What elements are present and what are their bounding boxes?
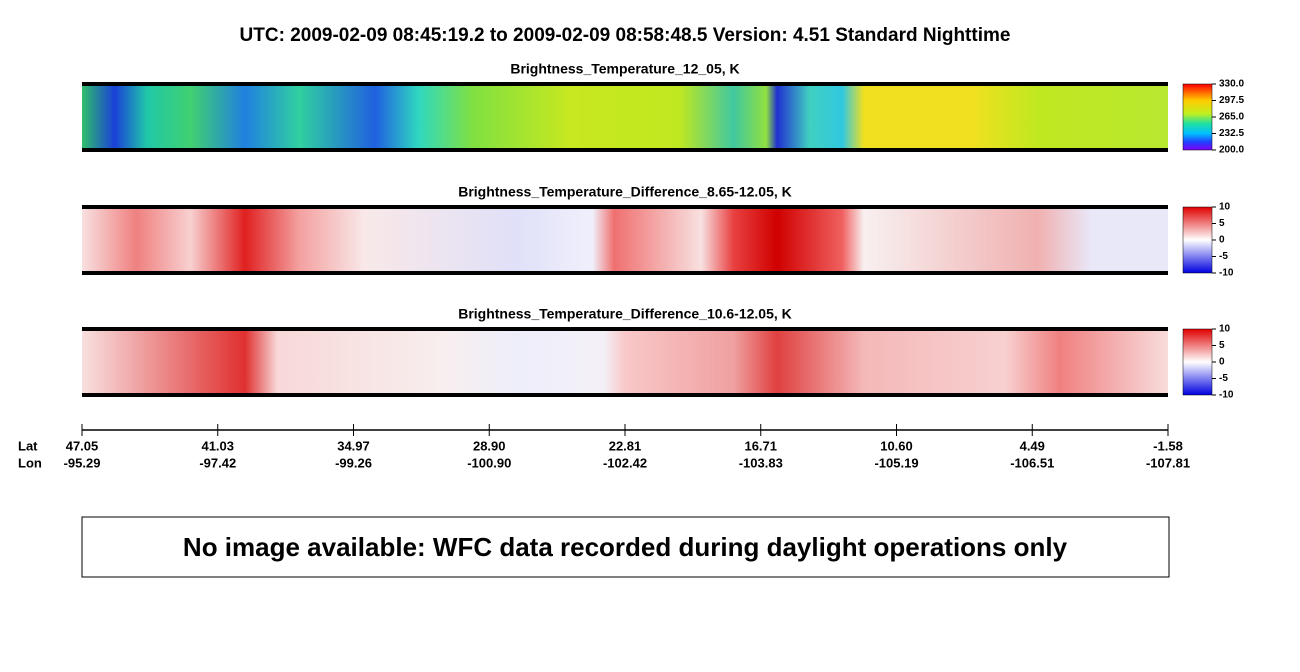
colorbar-label: 0 bbox=[1219, 235, 1225, 246]
panel-edge-bottom bbox=[82, 148, 1168, 152]
panel-title: Brightness_Temperature_Difference_10.6-1… bbox=[458, 306, 792, 322]
lon-tick: -105.19 bbox=[874, 455, 918, 470]
colorbar-label: 297.5 bbox=[1219, 95, 1244, 106]
panel-edge-bottom bbox=[82, 271, 1168, 275]
lat-tick: 28.90 bbox=[473, 438, 506, 453]
colorbar-label: 10 bbox=[1219, 324, 1231, 335]
notice-box bbox=[81, 516, 1170, 578]
lat-tick: 22.81 bbox=[609, 438, 642, 453]
lon-tick: -99.26 bbox=[335, 455, 372, 470]
colorbar-label: 232.5 bbox=[1219, 128, 1244, 139]
colorbar-label: 330.0 bbox=[1219, 79, 1244, 90]
lon-tick: -97.42 bbox=[199, 455, 236, 470]
panel-edge-top bbox=[82, 82, 1168, 86]
lat-tick: 34.97 bbox=[337, 438, 370, 453]
panel-edge-bottom bbox=[82, 393, 1168, 397]
notice: No image available: WFC data recorded du… bbox=[183, 532, 1068, 562]
lon-tick: -107.81 bbox=[1146, 455, 1190, 470]
lat-tick: 47.05 bbox=[66, 438, 99, 453]
colorbar-label: 10 bbox=[1219, 202, 1231, 213]
colorbar-label: -10 bbox=[1219, 390, 1234, 401]
title: UTC: 2009-02-09 08:45:19.2 to 2009-02-09… bbox=[240, 25, 1011, 46]
lat-tick: -1.58 bbox=[1153, 438, 1183, 453]
lat-tick: 10.60 bbox=[880, 438, 913, 453]
panel-image bbox=[82, 329, 1168, 395]
lon-tick: -106.51 bbox=[1010, 455, 1054, 470]
panel-title: Brightness_Temperature_12_05, K bbox=[510, 61, 739, 77]
colorbar-label: -5 bbox=[1219, 251, 1228, 262]
panel-image bbox=[82, 84, 1168, 150]
colorbar-label: 5 bbox=[1219, 340, 1225, 351]
lat-tick: 16.71 bbox=[744, 438, 777, 453]
lat-tick: 4.49 bbox=[1020, 438, 1045, 453]
colorbar-label: 265.0 bbox=[1219, 112, 1244, 123]
colorbar bbox=[1182, 83, 1213, 151]
colorbar-label: 5 bbox=[1219, 218, 1225, 229]
panel-edge-top bbox=[82, 205, 1168, 209]
lon-tick: -100.90 bbox=[467, 455, 511, 470]
colorbar bbox=[1182, 206, 1213, 274]
lon-tick: -102.42 bbox=[603, 455, 647, 470]
colorbar-label: 0 bbox=[1219, 357, 1225, 368]
lat-tick: 41.03 bbox=[201, 438, 234, 453]
panel-edge-top bbox=[82, 327, 1168, 331]
colorbar bbox=[1182, 328, 1213, 396]
colorbar-label: 200.0 bbox=[1219, 145, 1244, 156]
lat-label: Lat bbox=[18, 438, 38, 453]
panel-title: Brightness_Temperature_Difference_8.65-1… bbox=[458, 184, 792, 200]
lon-tick: -103.83 bbox=[739, 455, 783, 470]
lon-label: Lon bbox=[18, 455, 42, 470]
panel-image bbox=[82, 207, 1168, 273]
colorbar-label: -10 bbox=[1219, 268, 1234, 279]
lon-tick: -95.29 bbox=[64, 455, 101, 470]
colorbar-label: -5 bbox=[1219, 373, 1228, 384]
